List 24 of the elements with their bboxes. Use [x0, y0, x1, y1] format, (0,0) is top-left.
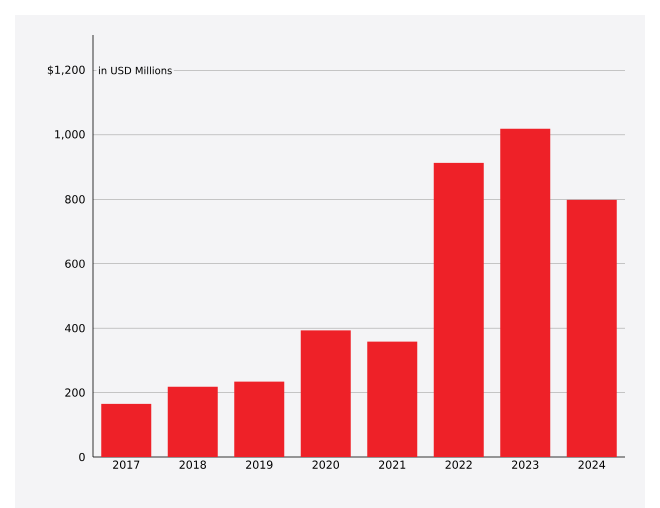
x-tick-label: 2023 [512, 460, 538, 469]
x-tick-label: 2021 [379, 460, 406, 469]
y-tick-label: 400 [65, 324, 85, 332]
bar [300, 330, 351, 457]
y-tick-label: 0 [79, 452, 85, 462]
bar [566, 200, 617, 457]
x-tick-label: 2022 [446, 460, 472, 469]
bar [367, 342, 418, 457]
x-tick-label: 2019 [246, 460, 272, 469]
bar [500, 128, 550, 457]
x-tick-label: 2018 [180, 460, 206, 469]
annotation: in USD Millions [98, 66, 172, 74]
bar [101, 404, 152, 457]
y-tick-label: 600 [65, 260, 85, 268]
y-tick-label: 200 [65, 388, 85, 397]
x-tick-label: 2020 [312, 460, 339, 469]
bar [168, 386, 218, 457]
y-tick-label: 800 [65, 195, 85, 204]
x-tick-label: 2017 [113, 460, 140, 469]
x-tick-label: 2024 [578, 460, 606, 469]
y-tick-label: 1,000 [55, 130, 85, 140]
bar [234, 382, 284, 457]
y-tick-label: $1,200 [48, 65, 85, 76]
bar [434, 162, 484, 457]
